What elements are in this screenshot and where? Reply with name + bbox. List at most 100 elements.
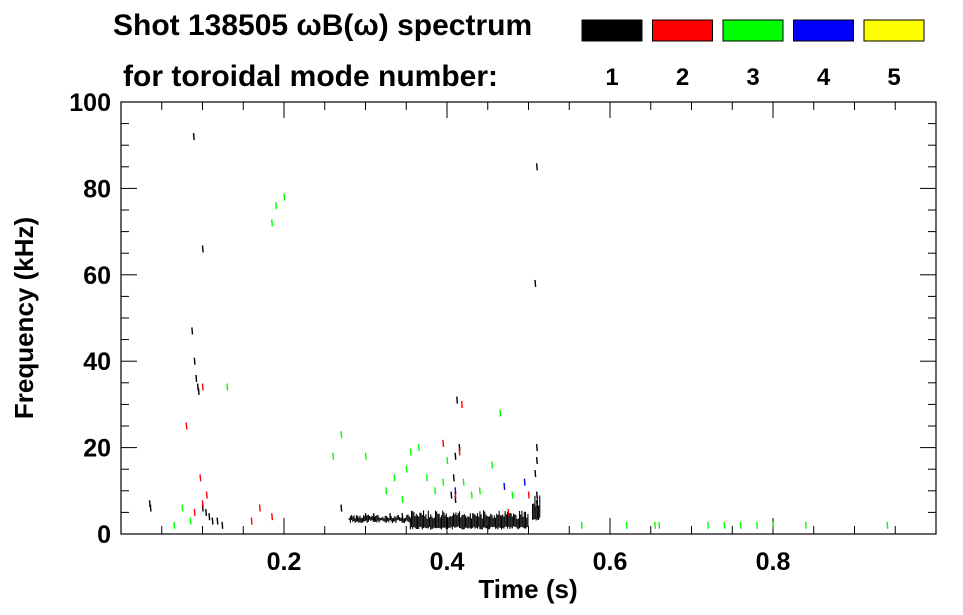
legend-label-5: 5 — [887, 64, 900, 91]
data-point-mode-4 — [454, 487, 457, 495]
data-point-mode-3 — [478, 487, 481, 495]
data-point-mode-3 — [385, 487, 388, 495]
data-point-mode-1 — [535, 444, 538, 452]
data-point-mode-1 — [340, 504, 343, 512]
y-tick-label: 0 — [97, 521, 111, 549]
legend: 1 2 3 4 5 — [581, 19, 925, 91]
data-point-mode-3 — [886, 521, 889, 529]
data-point-mode-1 — [452, 474, 455, 482]
data-point-mode-3 — [417, 444, 420, 452]
data-point-mode-2 — [199, 474, 202, 482]
data-point-mode-2 — [442, 439, 445, 447]
legend-label-4: 4 — [817, 64, 831, 91]
data-point-mode-1 — [211, 517, 214, 525]
legend-swatch-1 — [581, 19, 643, 42]
legend-label-3: 3 — [746, 64, 759, 91]
x-axis-label: Time (s) — [478, 574, 577, 604]
x-tick-label: 0.2 — [267, 548, 302, 576]
data-point-mode-3 — [442, 478, 445, 486]
data-point-mode-3 — [772, 521, 775, 529]
data-point-mode-1 — [534, 469, 537, 478]
data-point-mode-1 — [454, 452, 457, 460]
data-layer — [148, 133, 889, 530]
data-point-mode-3 — [275, 202, 278, 210]
data-point-mode-1 — [197, 387, 200, 395]
data-point-mode-1 — [456, 396, 459, 404]
data-point-mode-2 — [458, 448, 461, 456]
data-point-mode-2 — [527, 491, 530, 499]
data-point-mode-2 — [201, 383, 204, 391]
data-point-mode-3 — [804, 521, 807, 529]
legend-label-2: 2 — [676, 64, 689, 91]
data-point-mode-3 — [173, 521, 176, 529]
data-point-mode-2 — [460, 400, 463, 408]
data-point-mode-3 — [756, 521, 758, 529]
data-point-mode-1 — [205, 508, 208, 516]
data-point-mode-2 — [193, 508, 196, 516]
data-point-mode-3 — [470, 491, 473, 499]
data-point-mode-2 — [185, 422, 188, 430]
data-point-mode-3 — [271, 219, 274, 227]
data-point-mode-3 — [462, 478, 465, 486]
data-point-mode-3 — [434, 487, 437, 495]
data-point-mode-2 — [250, 517, 253, 525]
y-tick-label: 100 — [69, 89, 111, 117]
y-axis: 0 20 40 60 80 100 — [69, 89, 936, 549]
data-point-mode-3 — [658, 521, 661, 529]
data-point-mode-3 — [511, 491, 514, 499]
data-point-mode-1 — [216, 517, 219, 525]
data-point-mode-1 — [535, 163, 538, 171]
data-point-mode-1 — [201, 245, 204, 253]
data-point-mode-1 — [535, 457, 538, 465]
data-point-mode-3 — [405, 465, 408, 473]
legend-label-1: 1 — [605, 64, 618, 91]
data-point-mode-3 — [425, 474, 428, 482]
legend-swatch-5 — [863, 19, 925, 42]
data-point-mode-4 — [523, 478, 526, 486]
data-point-mode-3 — [340, 431, 343, 439]
x-tick-label: 0.4 — [430, 548, 465, 576]
data-point-mode-1 — [191, 327, 194, 335]
data-band-mode-1 — [348, 514, 410, 524]
y-axis-label: Frequency (kHz) — [9, 217, 39, 419]
chart-title-line2: for toroidal mode number: — [123, 60, 498, 93]
data-point-mode-3 — [181, 504, 184, 512]
data-point-mode-3 — [499, 409, 502, 417]
data-point-mode-1 — [221, 521, 224, 529]
y-tick-label: 40 — [83, 348, 111, 376]
data-point-mode-3 — [739, 521, 742, 529]
data-point-mode-1 — [534, 279, 537, 287]
data-point-mode-3 — [332, 452, 335, 460]
data-point-mode-3 — [491, 461, 494, 469]
data-point-mode-4 — [503, 482, 506, 491]
y-tick-label: 20 — [83, 435, 111, 463]
legend-swatch-4 — [793, 19, 854, 42]
data-point-mode-3 — [364, 452, 367, 460]
data-point-mode-3 — [580, 521, 583, 529]
data-point-mode-2 — [271, 513, 274, 521]
data-point-mode-2 — [258, 504, 261, 512]
data-point-mode-3 — [625, 521, 628, 529]
data-point-mode-3 — [226, 383, 229, 391]
data-point-mode-3 — [654, 521, 657, 529]
data-point-mode-1 — [149, 504, 152, 512]
data-point-mode-2 — [205, 491, 208, 499]
data-point-mode-1 — [450, 491, 453, 499]
x-tick-label: 0.8 — [756, 548, 791, 576]
x-axis: 0.2 0.4 0.6 0.8 — [161, 102, 896, 576]
data-point-mode-3 — [707, 521, 710, 529]
data-point-mode-2 — [201, 500, 204, 508]
data-band-mode-1 — [409, 510, 529, 530]
data-point-mode-3 — [393, 474, 396, 482]
legend-swatch-3 — [722, 19, 784, 42]
x-tick-label: 0.6 — [593, 548, 628, 576]
data-point-mode-3 — [283, 193, 286, 201]
plot-frame — [120, 101, 937, 535]
data-point-mode-1 — [208, 513, 211, 521]
data-point-mode-3 — [446, 457, 449, 465]
chart-title-line1: Shot 138505 ωB(ω) spectrum — [113, 9, 532, 42]
y-tick-label: 80 — [83, 175, 111, 203]
y-tick-label: 60 — [83, 262, 111, 290]
data-point-mode-2 — [507, 508, 510, 516]
